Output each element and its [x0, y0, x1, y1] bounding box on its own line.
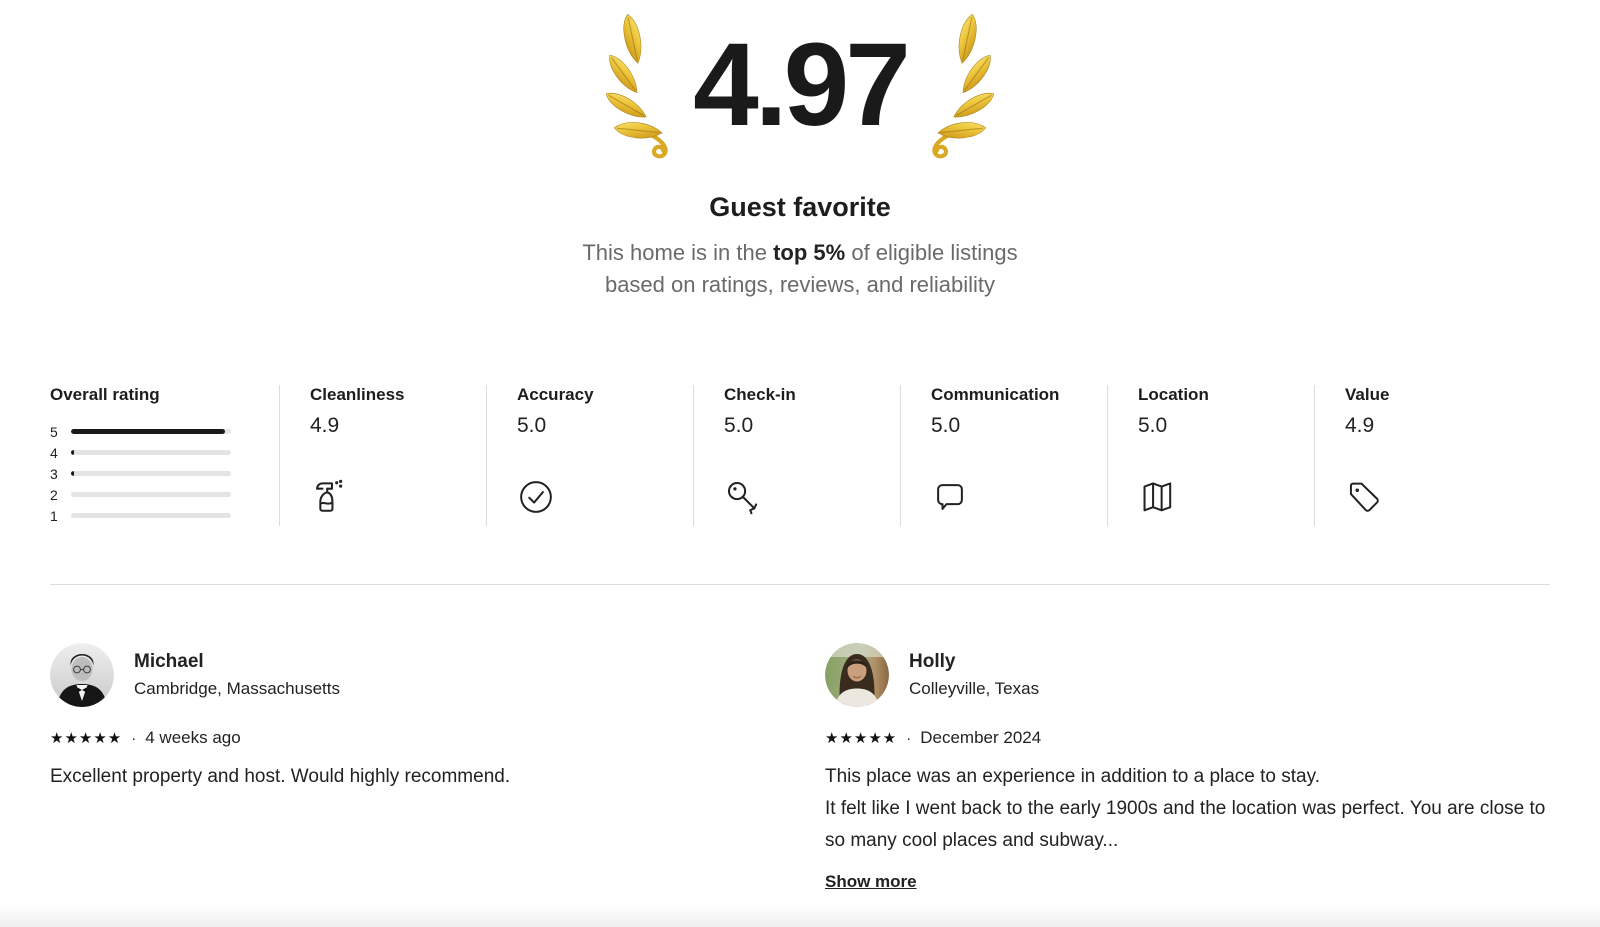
- histogram-star-label: 1: [50, 507, 58, 524]
- guest-favorite-subtitle: This home is in the top 5% of eligible l…: [50, 237, 1550, 301]
- review-header: Holly Colleyville, Texas: [825, 643, 1550, 707]
- review-card-michael: Michael Cambridge, Massachusetts ★★★★★ ·…: [50, 643, 775, 892]
- histogram-bar-track: [71, 471, 231, 476]
- histogram-bar-track: [71, 513, 231, 518]
- reviews-section: Michael Cambridge, Massachusetts ★★★★★ ·…: [50, 643, 1550, 892]
- reviewer-info: Holly Colleyville, Texas: [909, 650, 1039, 700]
- rating-column-checkin: Check-in 5.0: [693, 385, 900, 526]
- category-label: Value: [1345, 385, 1390, 404]
- speech-bubble-icon: [937, 484, 963, 510]
- rating-column-value: Value 4.9: [1314, 385, 1550, 526]
- category-label: Location: [1138, 385, 1209, 404]
- rating-column-cleanliness: Cleanliness 4.9: [279, 385, 486, 526]
- star-rating-icons: ★★★★★: [50, 730, 123, 747]
- histogram-bar-fill: [71, 429, 225, 434]
- histogram-row-2: 2: [50, 484, 279, 505]
- avatar-photo-michael: [50, 643, 114, 707]
- key-icon: [727, 481, 758, 515]
- review-text: This place was an experience in addition…: [825, 766, 1546, 851]
- reviewer-name[interactable]: Holly: [909, 651, 956, 672]
- histogram-row-1: 1: [50, 505, 279, 526]
- check-circle-icon: [520, 481, 552, 513]
- ratings-breakdown: Overall rating 5 4 3 2: [50, 385, 1550, 526]
- review-date: December 2024: [920, 728, 1042, 747]
- reviewer-location: Colleyville, Texas: [909, 679, 1040, 698]
- review-meta: ★★★★★ · December 2024: [825, 728, 1550, 748]
- reviewer-avatar[interactable]: [50, 643, 114, 707]
- subtitle-line2: based on ratings, reviews, and reliabili…: [604, 272, 996, 297]
- folded-map-icon: [1143, 482, 1172, 512]
- histogram-bar-track: [71, 429, 231, 434]
- review-text: Excellent property and host. Would highl…: [50, 766, 511, 787]
- rating-histogram: 5 4 3 2 1: [50, 421, 279, 526]
- review-header: Michael Cambridge, Massachusetts: [50, 643, 775, 707]
- category-value: 5.0: [1138, 414, 1168, 437]
- histogram-row-4: 4: [50, 442, 279, 463]
- category-value: 5.0: [724, 414, 754, 437]
- rating-column-communication: Communication 5.0: [900, 385, 1107, 526]
- subtitle-prefix: This home is in the: [582, 240, 774, 265]
- category-label: Communication: [931, 385, 1060, 404]
- spray-bottle-icon: [315, 479, 343, 512]
- category-value: 5.0: [931, 414, 961, 437]
- histogram-row-3: 3: [50, 463, 279, 484]
- category-label: Accuracy: [517, 385, 594, 404]
- star-rating-icons: ★★★★★: [825, 730, 898, 747]
- review-meta: ★★★★★ · 4 weeks ago: [50, 728, 775, 748]
- histogram-bar-track: [71, 450, 231, 455]
- bottom-scroll-fade: [0, 905, 1600, 927]
- reviewer-avatar[interactable]: [825, 643, 889, 707]
- guest-favorite-reviews-page: 4.97 Guest favorite This home is in the …: [50, 0, 1550, 892]
- category-label: Check-in: [724, 385, 796, 404]
- reviewer-location: Cambridge, Massachusetts: [134, 679, 340, 698]
- laurel-left-icon: [605, 12, 677, 160]
- histogram-bar-fill: [71, 450, 75, 455]
- category-label: Cleanliness: [310, 385, 405, 404]
- category-value: 4.9: [310, 414, 340, 437]
- meta-separator: ·: [906, 729, 912, 747]
- guest-favorite-title: Guest favorite: [709, 192, 891, 222]
- review-card-holly: Holly Colleyville, Texas ★★★★★ · Decembe…: [825, 643, 1550, 892]
- histogram-star-label: 2: [50, 486, 58, 503]
- show-more-link[interactable]: Show more: [825, 872, 917, 891]
- hero-rating-row: 4.97: [50, 12, 1550, 160]
- histogram-bar-fill: [71, 471, 75, 476]
- histogram-bar-track: [71, 492, 231, 497]
- rating-column-accuracy: Accuracy 5.0: [486, 385, 693, 526]
- laurel-right-icon: [923, 12, 995, 160]
- reviewer-info: Michael Cambridge, Massachusetts: [134, 650, 340, 700]
- price-tag-icon: [1349, 482, 1379, 512]
- overall-rating-label: Overall rating: [50, 385, 160, 404]
- subtitle-top5: top 5%: [773, 240, 846, 265]
- overall-rating-column: Overall rating 5 4 3 2: [50, 385, 279, 526]
- histogram-star-label: 5: [50, 423, 58, 440]
- category-value: 5.0: [517, 414, 547, 437]
- section-divider: [50, 584, 1550, 585]
- histogram-star-label: 3: [50, 465, 58, 482]
- rating-column-location: Location 5.0: [1107, 385, 1314, 526]
- histogram-row-5: 5: [50, 421, 279, 442]
- reviewer-name[interactable]: Michael: [134, 651, 204, 672]
- subtitle-suffix: of eligible listings: [845, 240, 1018, 265]
- guest-favorite-hero: 4.97 Guest favorite This home is in the …: [50, 0, 1550, 301]
- review-date: 4 weeks ago: [145, 728, 241, 747]
- overall-rating-score: 4.97: [693, 19, 911, 152]
- meta-separator: ·: [131, 729, 137, 747]
- category-value: 4.9: [1345, 414, 1375, 437]
- avatar-photo-holly: [825, 643, 889, 707]
- histogram-star-label: 4: [50, 444, 58, 461]
